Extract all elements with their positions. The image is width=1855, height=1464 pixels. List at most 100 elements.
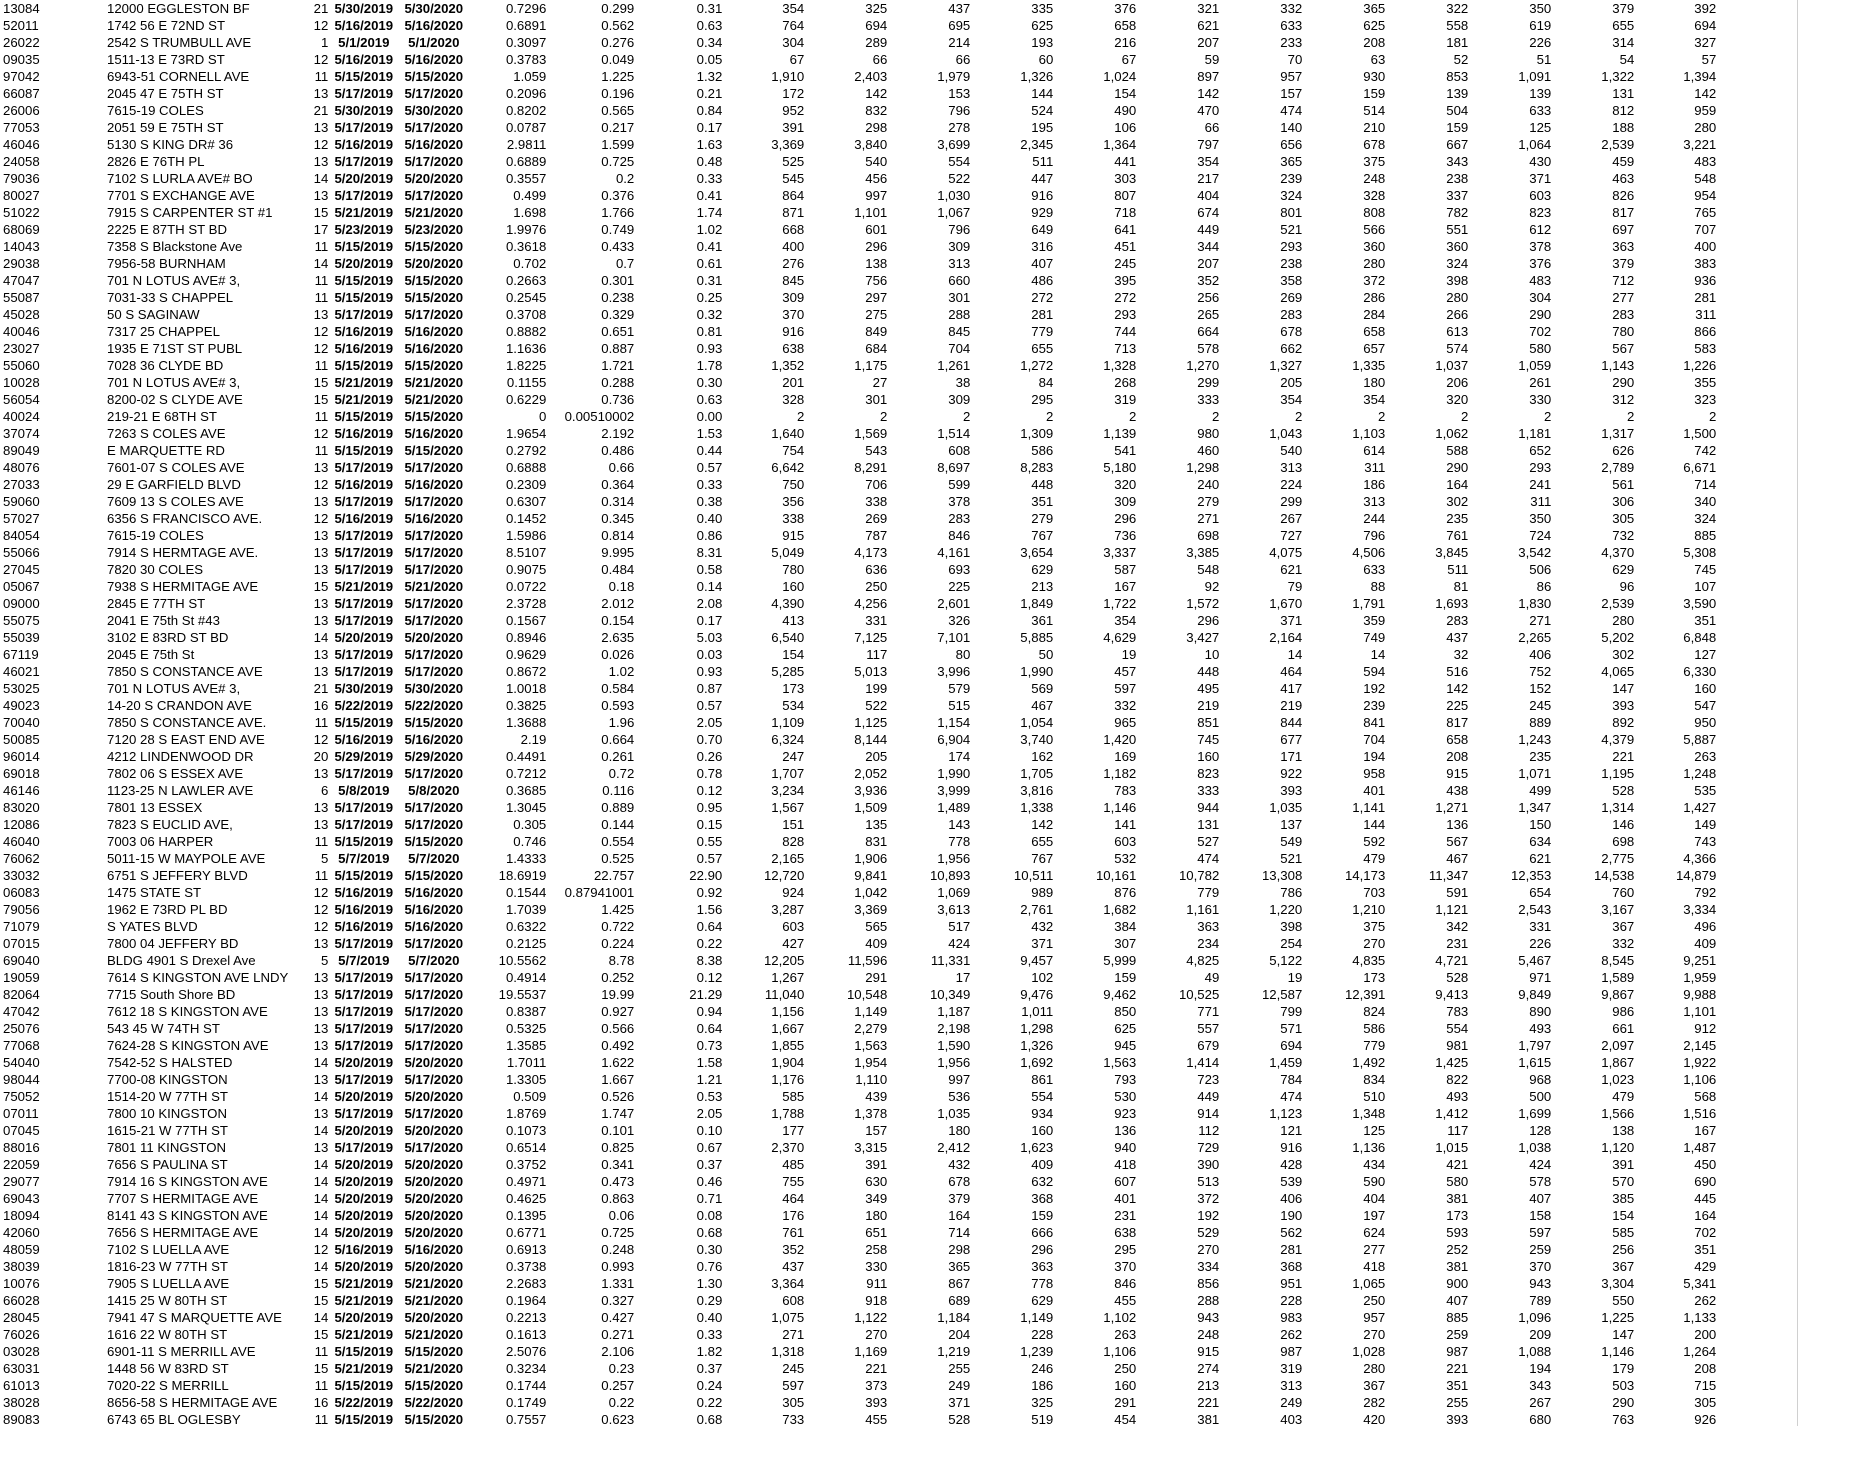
value-a-cell: 2.19: [520, 732, 547, 747]
month-05-cell: 603: [1114, 834, 1137, 849]
month-11-cell: 459: [1612, 154, 1635, 169]
account-id-cell: 42060: [3, 1225, 40, 1240]
value-b-cell: 0.863: [601, 1191, 635, 1206]
month-03-cell: 6,904: [937, 732, 971, 747]
value-b-cell: 0.725: [601, 154, 635, 169]
value-a-cell: 0.5325: [505, 1021, 547, 1036]
month-11-cell: 1,195: [1601, 766, 1635, 781]
cycle-cell: 11: [314, 443, 329, 458]
month-07-cell: 662: [1280, 341, 1303, 356]
month-11-cell: 363: [1612, 239, 1635, 254]
month-10-cell: 499: [1529, 783, 1552, 798]
value-b-cell: 0.664: [601, 732, 635, 747]
month-12-cell: 429: [1694, 1259, 1717, 1274]
month-03-cell: 3,699: [937, 137, 971, 152]
month-12-cell: 912: [1694, 1021, 1717, 1036]
table-row: 25076 543 45 W 74TH ST 13 5/17/2019 5/17/202…: [0, 1020, 1719, 1037]
month-12-cell: 742: [1694, 443, 1717, 458]
month-04-cell: 193: [1031, 35, 1054, 50]
month-12-cell: 340: [1694, 494, 1717, 509]
month-08-cell: 1,348: [1352, 1106, 1386, 1121]
address-cell: 7263 S COLES AVE: [107, 426, 226, 441]
value-b-cell: 0.814: [601, 528, 635, 543]
start-date-cell: 5/20/2019: [334, 1208, 394, 1223]
start-date-cell: 5/20/2019: [334, 1055, 394, 1070]
cycle-cell: 13: [313, 307, 329, 322]
value-c-cell: 0.38: [696, 494, 723, 509]
address-cell: 5011-15 W MAYPOLE AVE: [107, 851, 266, 866]
month-04-cell: 666: [1031, 1225, 1054, 1240]
month-04-cell: 8,283: [1020, 460, 1054, 475]
value-a-cell: 0.509: [513, 1089, 547, 1104]
end-date-cell: 5/15/2020: [404, 1412, 464, 1427]
value-b-cell: 0.7: [615, 256, 635, 271]
address-cell: 7941 47 S MARQUETTE AVE: [107, 1310, 282, 1325]
month-10-cell: 86: [1536, 579, 1552, 594]
account-id-cell: 07015: [3, 936, 40, 951]
month-03-cell: 365: [948, 1259, 971, 1274]
month-07-cell: 403: [1280, 1412, 1303, 1427]
month-03-cell: 283: [948, 511, 971, 526]
month-10-cell: 1,347: [1518, 800, 1552, 815]
month-01-cell: 603: [782, 919, 805, 934]
cycle-cell: 13: [313, 188, 329, 203]
start-date-cell: 5/16/2019: [334, 902, 394, 917]
month-02-cell: 831: [865, 834, 888, 849]
address-cell: 7707 S HERMITAGE AVE: [107, 1191, 259, 1206]
month-03-cell: 66: [955, 52, 971, 67]
value-b-cell: 19.99: [601, 987, 635, 1002]
month-10-cell: 226: [1529, 35, 1552, 50]
month-03-cell: 714: [948, 1225, 971, 1240]
month-06-cell: 4,825: [1186, 953, 1220, 968]
table-row: 09035 1511-13 E 73RD ST 12 5/16/2019 5/16/20…: [0, 51, 1719, 68]
month-04-cell: 629: [1031, 562, 1054, 577]
month-04-cell: 467: [1031, 698, 1054, 713]
month-06-cell: 66: [1204, 120, 1220, 135]
address-cell: 7801 11 KINGSTON: [107, 1140, 226, 1155]
end-date-cell: 5/22/2020: [404, 698, 464, 713]
month-02-cell: 330: [865, 1259, 888, 1274]
month-03-cell: 599: [948, 477, 971, 492]
cycle-cell: 15: [313, 392, 329, 407]
month-07-cell: 313: [1280, 1378, 1303, 1393]
month-10-cell: 5,467: [1518, 953, 1552, 968]
month-12-cell: 2: [1708, 409, 1717, 424]
address-cell: 1475 STATE ST: [107, 885, 202, 900]
month-01-cell: 245: [782, 1361, 805, 1376]
start-date-cell: 5/21/2019: [334, 579, 394, 594]
address-cell: 8200-02 S CLYDE AVE: [107, 392, 243, 407]
month-06-cell: 333: [1197, 783, 1220, 798]
month-07-cell: 801: [1280, 205, 1303, 220]
month-04-cell: 186: [1031, 1378, 1054, 1393]
end-date-cell: 5/20/2020: [404, 1157, 464, 1172]
month-05-cell: 638: [1114, 1225, 1137, 1240]
month-05-cell: 384: [1114, 919, 1137, 934]
cycle-cell: 13: [313, 528, 329, 543]
end-date-cell: 5/21/2020: [404, 579, 464, 594]
month-07-cell: 140: [1280, 120, 1303, 135]
value-c-cell: 0.26: [696, 749, 723, 764]
value-a-cell: 10.5562: [498, 953, 547, 968]
start-date-cell: 5/15/2019: [334, 1378, 394, 1393]
month-08-cell: 1,791: [1352, 596, 1386, 611]
month-05-cell: 625: [1114, 1021, 1137, 1036]
month-01-cell: 915: [782, 528, 805, 543]
cycle-cell: 13: [313, 1038, 329, 1053]
value-c-cell: 0.68: [696, 1225, 723, 1240]
month-07-cell: 239: [1280, 171, 1303, 186]
start-date-cell: 5/22/2019: [334, 1395, 394, 1410]
month-08-cell: 841: [1363, 715, 1386, 730]
month-07-cell: 121: [1280, 1123, 1303, 1138]
cycle-cell: 11: [314, 1412, 329, 1427]
address-cell: 7850 S CONSTANCE AVE: [107, 664, 263, 679]
month-11-cell: 314: [1612, 35, 1635, 50]
month-09-cell: 467: [1446, 851, 1469, 866]
month-11-cell: 826: [1612, 188, 1635, 203]
month-03-cell: 796: [948, 103, 971, 118]
value-b-cell: 0.623: [601, 1412, 635, 1427]
cycle-cell: 21: [313, 103, 329, 118]
cycle-cell: 13: [313, 120, 329, 135]
month-01-cell: 754: [782, 443, 805, 458]
month-12-cell: 2,145: [1683, 1038, 1717, 1053]
value-a-cell: 0.3825: [505, 698, 547, 713]
